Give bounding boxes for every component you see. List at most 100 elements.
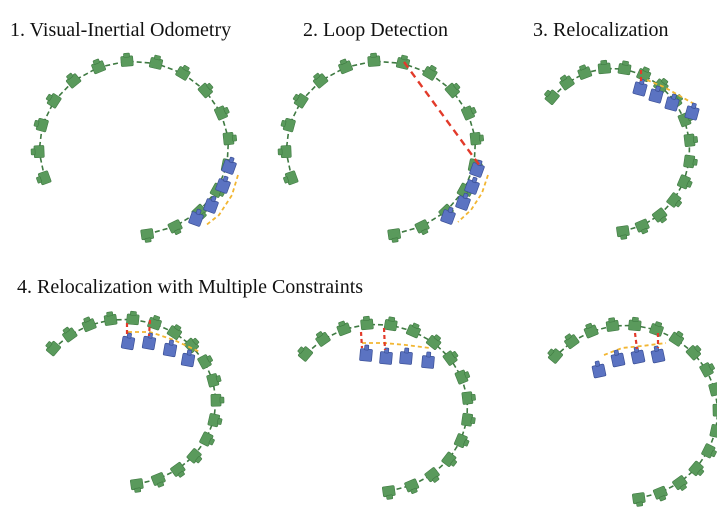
current-camera-icon bbox=[214, 174, 233, 195]
trajectory-loop bbox=[43, 310, 225, 494]
current-camera-group bbox=[187, 155, 239, 228]
keyframe-icon bbox=[545, 345, 564, 365]
keyframe-icon bbox=[665, 191, 685, 211]
keyframe-icon bbox=[469, 131, 485, 146]
keyframe-icon bbox=[336, 57, 354, 75]
keyframe-icon bbox=[150, 471, 168, 490]
keyframe-icon bbox=[597, 59, 612, 75]
current-camera-icon bbox=[684, 101, 701, 121]
keyframe-icon bbox=[197, 80, 216, 99]
keyframe-icon bbox=[281, 169, 299, 187]
keyframe-icon bbox=[43, 338, 62, 357]
local-constraint-link bbox=[128, 331, 201, 353]
trajectory-path bbox=[304, 323, 469, 492]
keyframe-icon bbox=[129, 477, 145, 494]
local-constraint-link bbox=[204, 174, 239, 227]
current-camera-icon bbox=[398, 347, 414, 366]
keyframe-icon bbox=[125, 310, 141, 326]
keyframe-icon bbox=[582, 321, 600, 339]
keyframe-icon bbox=[387, 227, 402, 244]
keyframe-icon bbox=[707, 380, 717, 397]
keyframe-icon bbox=[207, 412, 224, 429]
keyframe-icon bbox=[712, 403, 717, 417]
keyframe-icon bbox=[222, 131, 238, 146]
title-relocalization-multiple-constraints: 4. Relocalization with Multiple Constrai… bbox=[17, 276, 364, 298]
keyframe-icon bbox=[575, 63, 593, 81]
panel-4-multi-constraints-c bbox=[545, 316, 717, 508]
trajectory-loop bbox=[545, 316, 717, 508]
current-camera-icon bbox=[463, 175, 482, 196]
keyframe-icon bbox=[89, 57, 107, 75]
keyframe-icon bbox=[213, 103, 232, 122]
local-constraint-link bbox=[457, 174, 489, 223]
relocalization-links bbox=[125, 319, 152, 337]
keyframe-icon bbox=[185, 447, 205, 467]
keyframe-icon bbox=[140, 227, 155, 244]
local-constraint-link bbox=[362, 342, 431, 349]
trajectory-loop bbox=[541, 59, 699, 241]
current-camera-group bbox=[358, 342, 436, 370]
keyframe-icon bbox=[381, 484, 397, 501]
keyframe-icon bbox=[102, 310, 118, 327]
trajectory-loop bbox=[30, 52, 238, 244]
keyframe-icon bbox=[460, 412, 477, 428]
keyframe-icon bbox=[279, 116, 297, 133]
current-camera-icon bbox=[162, 338, 179, 358]
title-visual-inertial-odometry: 1. Visual-Inertial Odometry bbox=[10, 19, 232, 41]
keyframe-icon bbox=[277, 144, 292, 159]
current-camera-group bbox=[439, 158, 489, 226]
keyframe-icon bbox=[210, 393, 225, 407]
keyframe-icon bbox=[444, 80, 463, 99]
keyframe-icon bbox=[43, 90, 63, 110]
keyframe-icon bbox=[183, 335, 202, 354]
trajectory-path bbox=[52, 318, 217, 485]
current-camera-group bbox=[590, 342, 667, 379]
keyframe-icon bbox=[627, 316, 643, 332]
keyframe-icon bbox=[461, 390, 477, 406]
keyframe-icon bbox=[312, 328, 332, 348]
loop-detection-link bbox=[403, 61, 481, 167]
relocalization-links bbox=[359, 327, 387, 351]
keyframe-icon bbox=[310, 70, 329, 90]
keyframe-icon bbox=[198, 430, 217, 449]
keyframe-icon bbox=[295, 343, 314, 363]
trajectory-loop bbox=[295, 315, 477, 501]
trajectory-loop bbox=[277, 52, 485, 244]
keyframe-icon bbox=[709, 423, 717, 440]
current-camera-icon bbox=[120, 331, 137, 351]
keyframe-icon bbox=[32, 116, 50, 133]
keyframe-icon bbox=[403, 477, 421, 496]
title-relocalization: 3. Relocalization bbox=[533, 19, 669, 41]
keyframe-icon bbox=[63, 70, 82, 90]
keyframe-icon bbox=[80, 315, 98, 333]
keyframe-icon bbox=[687, 460, 707, 479]
current-camera-group bbox=[120, 331, 201, 368]
keyframe-icon bbox=[631, 491, 647, 508]
keyframe-icon bbox=[334, 319, 352, 337]
keyframe-icon bbox=[205, 371, 223, 388]
panel-2-loop-detection bbox=[277, 52, 489, 244]
keyframe-icon bbox=[651, 206, 670, 226]
keyframe-icon bbox=[668, 328, 687, 348]
keyframe-icon bbox=[359, 315, 374, 331]
current-camera-group bbox=[632, 77, 701, 121]
keyframe-icon bbox=[685, 342, 704, 362]
keyframe-icon bbox=[442, 348, 461, 367]
keyframe-icon bbox=[652, 485, 670, 503]
keyframe-icon bbox=[682, 154, 699, 169]
trajectory-path bbox=[551, 67, 691, 232]
local-constraint-link bbox=[646, 79, 697, 106]
keyframe-icon bbox=[196, 352, 215, 370]
current-camera-icon bbox=[590, 359, 607, 379]
keyframe-icon bbox=[671, 474, 690, 494]
current-camera-icon bbox=[420, 351, 436, 370]
keyframe-icon bbox=[561, 331, 581, 350]
keyframe-icon bbox=[617, 59, 633, 76]
keyframe-icon bbox=[604, 316, 620, 333]
panel-4-multi-constraints-a bbox=[43, 310, 225, 494]
keyframe-icon bbox=[615, 224, 631, 241]
keyframe-icon bbox=[405, 321, 423, 339]
keyframe-icon bbox=[683, 132, 699, 148]
panel-1-visual-inertial-odometry bbox=[30, 52, 239, 244]
